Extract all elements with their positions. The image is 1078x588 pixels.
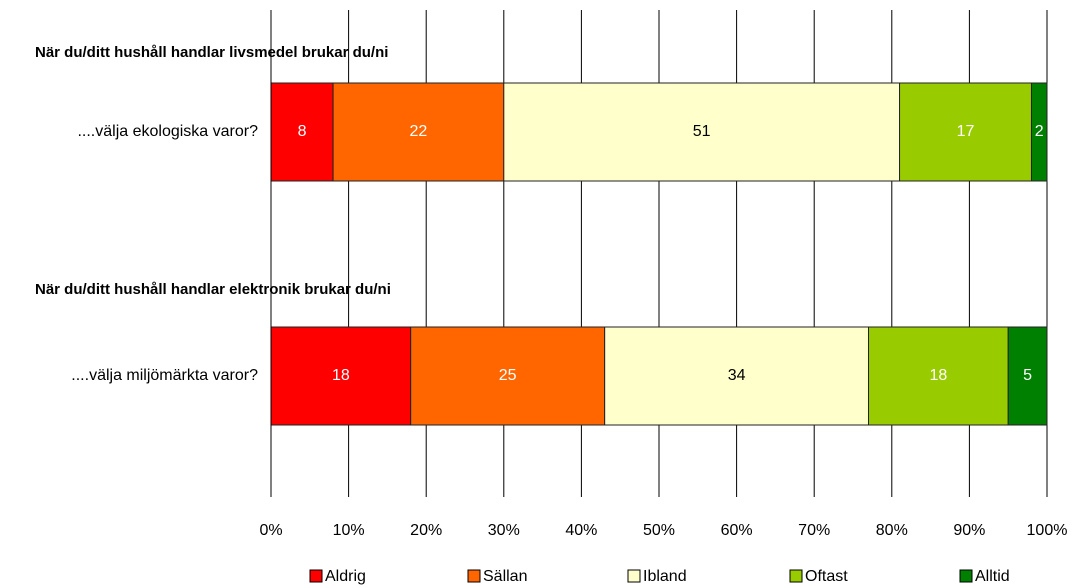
data-label: 17 — [957, 123, 975, 140]
x-tick-label: 50% — [643, 522, 675, 539]
legend-swatch — [789, 569, 803, 583]
x-tick-label: 30% — [488, 522, 520, 539]
data-label: 5 — [1023, 367, 1032, 384]
legend-label: Aldrig — [325, 568, 366, 585]
data-label: 8 — [298, 123, 307, 140]
bar-segment — [410, 326, 606, 426]
bar-segment — [604, 326, 870, 426]
data-label: 51 — [693, 123, 711, 140]
bar-segment — [503, 82, 901, 182]
legend-swatch — [309, 569, 323, 583]
bar-segment — [1007, 326, 1048, 426]
bar-segment — [270, 326, 412, 426]
x-tick-label: 0% — [259, 522, 282, 539]
group-title: När du/ditt hushåll handlar livsmedel br… — [35, 44, 388, 61]
x-tick-label: 80% — [876, 522, 908, 539]
x-tick-label: 100% — [1027, 522, 1068, 539]
bar-segment — [899, 82, 1032, 182]
legend-label: Sällan — [483, 568, 527, 585]
y-tick-label: ....välja miljömärkta varor? — [71, 367, 258, 384]
x-tick-label: 20% — [410, 522, 442, 539]
data-label: 22 — [410, 123, 428, 140]
legend-swatch — [627, 569, 641, 583]
x-tick-label: 10% — [333, 522, 365, 539]
y-tick-label: ....välja ekologiska varor? — [77, 123, 258, 140]
bar-segment — [332, 82, 505, 182]
legend-label: Alltid — [975, 568, 1010, 585]
x-tick-label: 60% — [721, 522, 753, 539]
x-tick-label: 70% — [798, 522, 830, 539]
group-title: När du/ditt hushåll handlar elektronik b… — [35, 281, 391, 298]
data-label: 18 — [929, 367, 947, 384]
bar-segment — [868, 326, 1009, 426]
legend-label: Ibland — [643, 568, 687, 585]
data-label: 18 — [332, 367, 350, 384]
bar-segment — [1030, 82, 1048, 182]
x-tick-label: 90% — [953, 522, 985, 539]
data-label: 2 — [1035, 123, 1044, 140]
bar-segment — [270, 82, 334, 182]
legend-swatch — [959, 569, 973, 583]
legend-swatch — [467, 569, 481, 583]
x-tick-label: 40% — [565, 522, 597, 539]
legend-label: Oftast — [805, 568, 848, 585]
data-label: 25 — [499, 367, 517, 384]
data-label: 34 — [728, 367, 746, 384]
